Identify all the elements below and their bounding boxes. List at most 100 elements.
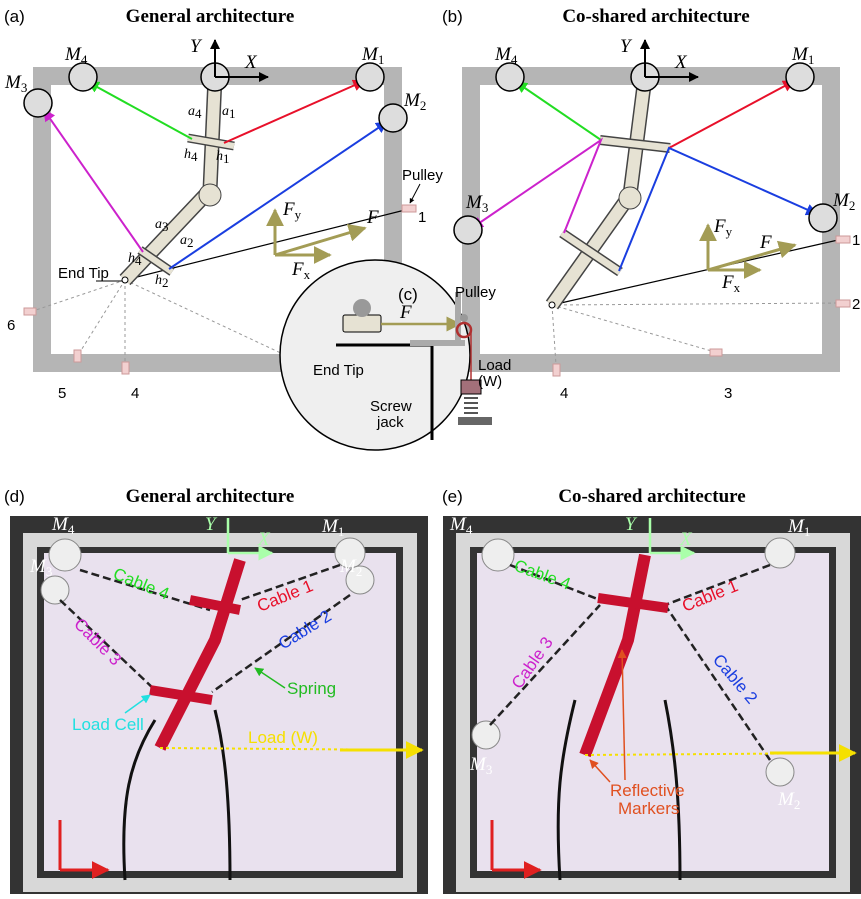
pulley-number: 2	[852, 296, 860, 313]
rect-shape	[477, 553, 829, 871]
panel-label: (a)	[4, 7, 25, 26]
panel-title: General architecture	[126, 6, 295, 27]
label-part: M	[64, 44, 82, 65]
label-part: 3	[482, 200, 489, 215]
circle-shape	[41, 576, 69, 604]
panel-e: (e) Co-shared architecture M4 M1 M3 M2 Y…	[442, 486, 861, 894]
label-part: 1	[338, 524, 345, 539]
label-part: M	[321, 516, 339, 537]
motor-label: M1	[791, 44, 814, 67]
label-part: 3	[486, 762, 493, 777]
label-part: M	[465, 192, 483, 213]
circle-shape	[766, 758, 794, 786]
link-label: h4	[128, 251, 142, 268]
label-part: 1	[804, 524, 811, 539]
label-part: y	[726, 224, 733, 239]
circle-shape	[460, 314, 468, 322]
label-part: h	[128, 251, 135, 266]
rect-shape	[836, 300, 850, 307]
rect-shape	[710, 349, 722, 356]
label-part: F	[282, 199, 295, 220]
label-part: 2	[420, 98, 427, 113]
rect-shape	[122, 362, 129, 374]
line-shape	[410, 184, 420, 203]
label-part: M	[791, 44, 809, 65]
label-part: M	[339, 556, 357, 577]
panel-d: (d) General architecture M4 M1 M3 M2 Y X…	[4, 486, 428, 894]
label-part: 2	[794, 797, 801, 812]
label-part: 3	[46, 564, 53, 579]
pulley-number: 6	[7, 317, 15, 334]
end-tip-label: End Tip	[58, 265, 109, 282]
markers-label: Markers	[618, 799, 679, 818]
panel-b: (b) Co-shared architecture M4 M1 M3 M2 Y…	[442, 6, 860, 402]
rect-shape	[24, 308, 36, 315]
circle-shape	[549, 302, 555, 308]
pulley-number: 5	[58, 385, 66, 402]
label-part: 4	[68, 522, 75, 537]
link-label: h4	[184, 147, 198, 164]
load-label: Load	[478, 357, 511, 374]
link-label: h2	[155, 273, 169, 290]
label-part: a	[155, 217, 162, 232]
load-label: Load (W)	[248, 728, 318, 747]
rect-shape	[471, 76, 831, 363]
label-part: h	[184, 147, 191, 162]
label-part: 1	[223, 151, 230, 166]
circle-shape	[353, 299, 371, 317]
pulley-number: 1	[418, 209, 426, 226]
label-part: h	[216, 149, 223, 164]
circle-shape	[454, 216, 482, 244]
label-part: F	[721, 272, 734, 293]
label-part: M	[449, 514, 467, 535]
label-part: 4	[81, 52, 88, 67]
label-part: 4	[511, 52, 518, 67]
motor-label: M4	[494, 44, 518, 67]
figure: (a) General architecture M4 M1 M3 M2 Y X…	[0, 0, 861, 899]
rect-shape	[836, 236, 850, 243]
rect-shape	[458, 417, 492, 425]
label-part: M	[787, 516, 805, 537]
label-part: 2	[849, 198, 856, 213]
circle-shape	[482, 539, 514, 571]
rect-shape	[402, 205, 416, 212]
pulley-number: 4	[131, 385, 139, 402]
pulley-label: Pulley	[402, 167, 443, 184]
pulley-number: 1	[852, 232, 860, 249]
label-part: a	[222, 104, 229, 119]
label-part: 2	[162, 275, 169, 290]
label-part: y	[295, 207, 302, 222]
panel-title: Co-shared architecture	[562, 6, 749, 27]
motor-label: M1	[361, 44, 384, 67]
label-part: M	[29, 556, 47, 577]
jack-label: Screw	[370, 398, 412, 415]
link-label: a3	[155, 217, 169, 234]
label-part: F	[291, 259, 304, 280]
circle-shape	[69, 63, 97, 91]
label-part: M	[832, 190, 850, 211]
axis-label: X	[257, 529, 271, 550]
rect-shape	[343, 315, 381, 332]
label-part: M	[777, 789, 795, 810]
rect-shape	[553, 364, 560, 376]
circle-shape	[49, 539, 81, 571]
markers-label: Reflective	[610, 781, 685, 800]
end-tip-label: End Tip	[313, 362, 364, 379]
panel-label: (e)	[442, 487, 463, 506]
label-part: 4	[195, 106, 202, 121]
label-part: 4	[466, 522, 473, 537]
pulley-number: 3	[724, 385, 732, 402]
circle-shape	[765, 538, 795, 568]
axis-label: X	[244, 52, 258, 73]
circle-shape	[24, 89, 52, 117]
motor-label: M3	[4, 72, 27, 95]
label-part: F	[713, 216, 726, 237]
rect-shape	[44, 553, 396, 871]
label-part: M	[361, 44, 379, 65]
link-label: h1	[216, 149, 230, 166]
rect-shape	[74, 350, 81, 362]
label-part: M	[494, 44, 512, 65]
motor-label: M4	[64, 44, 88, 67]
spring-label: Spring	[287, 679, 336, 698]
label-part: a	[180, 233, 187, 248]
